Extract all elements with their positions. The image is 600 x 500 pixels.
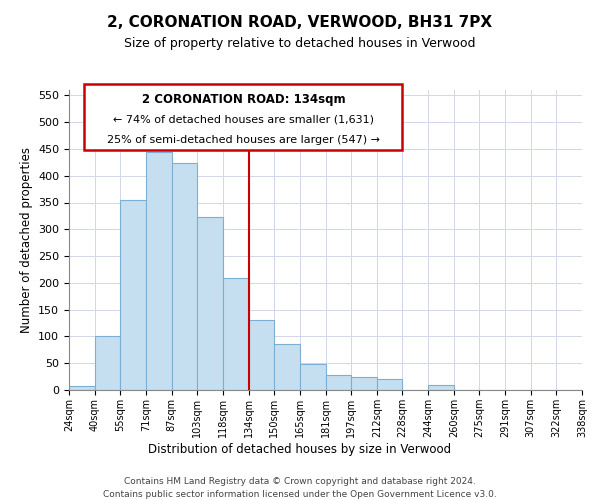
Text: Contains HM Land Registry data © Crown copyright and database right 2024.: Contains HM Land Registry data © Crown c…: [124, 478, 476, 486]
Text: 25% of semi-detached houses are larger (547) →: 25% of semi-detached houses are larger (…: [107, 135, 380, 145]
Bar: [197, 217, 223, 390]
Text: 2 CORONATION ROAD: 134sqm: 2 CORONATION ROAD: 134sqm: [142, 93, 345, 106]
Bar: [95, 336, 121, 390]
Bar: [325, 375, 351, 390]
Y-axis label: Number of detached properties: Number of detached properties: [20, 147, 32, 333]
Text: 2, CORONATION ROAD, VERWOOD, BH31 7PX: 2, CORONATION ROAD, VERWOOD, BH31 7PX: [107, 15, 493, 30]
Bar: [274, 344, 300, 390]
Text: Size of property relative to detached houses in Verwood: Size of property relative to detached ho…: [124, 38, 476, 51]
FancyBboxPatch shape: [85, 84, 403, 150]
Bar: [223, 278, 248, 390]
Bar: [69, 386, 95, 390]
Bar: [121, 200, 146, 390]
Bar: [248, 320, 274, 390]
Bar: [377, 380, 403, 390]
Text: Contains public sector information licensed under the Open Government Licence v3: Contains public sector information licen…: [103, 490, 497, 499]
Bar: [351, 376, 377, 390]
Bar: [428, 384, 454, 390]
Text: Distribution of detached houses by size in Verwood: Distribution of detached houses by size …: [148, 442, 452, 456]
Bar: [300, 364, 325, 390]
Bar: [172, 164, 197, 390]
Bar: [146, 152, 172, 390]
Text: ← 74% of detached houses are smaller (1,631): ← 74% of detached houses are smaller (1,…: [113, 114, 374, 124]
